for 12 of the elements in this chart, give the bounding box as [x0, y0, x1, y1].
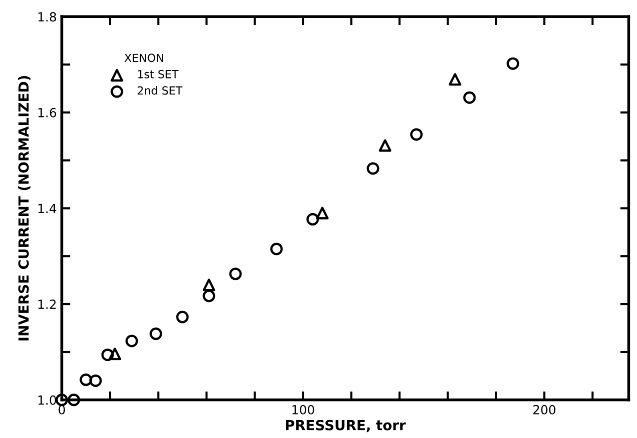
x-tick-label: 200	[533, 404, 556, 414]
y-tick-label: 1.8	[38, 12, 56, 22]
y-tick-label: 1.4	[38, 204, 56, 214]
legend-label: 1st SET	[138, 70, 179, 78]
y-axis-title: INVERSE CURRENT (NORMALIZED)	[18, 76, 30, 340]
y-tick-label: 1.0	[38, 395, 56, 405]
y-tick-label: 1.2	[38, 300, 56, 309]
legend-title: XENON	[124, 54, 164, 62]
x-axis-title: PRESSURE, torr	[286, 420, 406, 432]
x-tick-label: 100	[292, 404, 314, 414]
legend-label: 2nd SET	[138, 86, 183, 95]
y-tick-label: 1.6	[38, 108, 56, 118]
